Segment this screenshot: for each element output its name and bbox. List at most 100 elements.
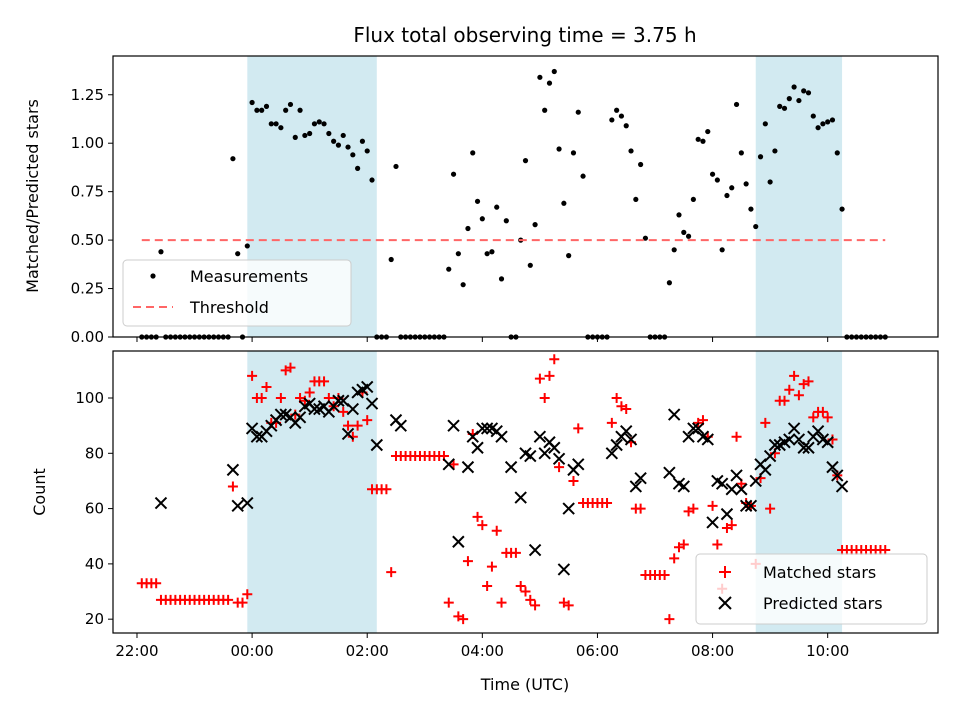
matched-star-point xyxy=(362,415,373,426)
predicted-star-point xyxy=(370,438,384,452)
y-tick-label: 0.75 xyxy=(71,183,104,201)
measurement-point xyxy=(307,130,313,137)
matched-star-point xyxy=(549,354,560,365)
predicted-star-point xyxy=(811,424,825,438)
matched-star-point xyxy=(491,525,502,536)
matched-star-point xyxy=(247,370,258,381)
predicted-star-point xyxy=(759,463,772,477)
measurement-point xyxy=(820,121,826,127)
measurement-point xyxy=(287,101,294,108)
measurement-point xyxy=(283,107,289,113)
predicted-star-point xyxy=(514,491,527,504)
measurement-point xyxy=(446,266,452,272)
measurement-point xyxy=(628,148,634,154)
ratio-y-axis-label: Matched/Predicted stars xyxy=(23,99,42,293)
matched-star-point xyxy=(275,393,286,403)
measurement-point xyxy=(743,181,749,187)
measurement-point xyxy=(345,144,351,150)
predicted-star-point xyxy=(504,460,518,474)
measurement-point xyxy=(522,158,529,164)
predicted-star-point xyxy=(826,460,839,474)
predicted-star-point xyxy=(154,496,168,510)
matched-star-point xyxy=(285,362,296,373)
measurement-point xyxy=(335,142,342,148)
measurement-point xyxy=(719,247,725,253)
legend-predicted-label: Predicted stars xyxy=(763,594,883,613)
measurement-point xyxy=(158,249,164,255)
predicted-star-point xyxy=(835,480,849,493)
measurement-point xyxy=(638,161,644,168)
predicted-star-point xyxy=(495,430,508,443)
measurement-point xyxy=(580,173,586,179)
predicted-star-point xyxy=(691,422,705,435)
chart-title: Flux total observing time = 3.75 h xyxy=(353,23,696,47)
predicted-star-point xyxy=(346,402,360,416)
measurement-point xyxy=(566,253,572,259)
measurement-point xyxy=(235,251,241,257)
shaded-region xyxy=(247,351,377,633)
predicted-star-point xyxy=(524,449,537,463)
matched-star-point xyxy=(520,586,531,597)
matched-star-point xyxy=(530,600,541,611)
predicted-star-point xyxy=(471,441,484,454)
measurement-point xyxy=(326,130,332,137)
matched-star-point xyxy=(669,553,680,564)
predicted-star-point xyxy=(749,474,762,488)
matched-star-point xyxy=(443,597,454,608)
matched-star-point xyxy=(386,567,397,578)
predicted-star-point xyxy=(442,458,455,471)
measurement-point xyxy=(249,99,255,106)
predicted-star-point xyxy=(308,402,321,416)
ratio-panel-axes: 0.00 0.25 0.50 0.75 1.00 1.25 xyxy=(71,86,829,346)
measurement-point xyxy=(575,109,581,115)
matched-star-point xyxy=(539,393,550,403)
legend-predicted-marker xyxy=(718,596,732,610)
predicted-star-point xyxy=(663,466,676,479)
measurement-point xyxy=(724,192,730,199)
measurement-point xyxy=(618,113,625,119)
matched-star-point xyxy=(462,556,473,567)
predicted-star-point xyxy=(552,452,566,466)
matched-star-point xyxy=(563,600,574,611)
predicted-star-point xyxy=(634,471,647,485)
legend-measurements-marker xyxy=(150,273,156,279)
predicted-star-point xyxy=(787,422,801,435)
x-tick-label: 22:00 xyxy=(115,642,158,660)
measurement-point xyxy=(633,196,639,203)
legend-measurements-label: Measurements xyxy=(190,267,308,286)
predicted-star-point xyxy=(720,507,734,521)
measurement-point xyxy=(494,204,500,210)
measurement-point xyxy=(614,107,620,113)
matched-star-point xyxy=(486,561,497,572)
measurement-point xyxy=(801,88,807,94)
measurement-point xyxy=(465,225,471,232)
matched-star-point xyxy=(606,417,617,428)
count-legend: Matched stars Predicted stars xyxy=(695,553,928,625)
predicted-star-point xyxy=(341,427,355,441)
y-tick-label: 80 xyxy=(85,444,104,462)
measurement-point xyxy=(839,206,845,212)
matched-star-point xyxy=(678,539,689,550)
measurement-point xyxy=(542,107,548,113)
measurement-point xyxy=(729,185,735,191)
matched-star-point xyxy=(223,594,234,605)
count-y-axis-label: Count xyxy=(30,468,49,516)
legend-matched-label: Matched stars xyxy=(763,563,876,582)
matched-star-point xyxy=(822,412,833,423)
measurement-point xyxy=(537,74,543,80)
legend-matched-marker xyxy=(719,566,731,578)
measurement-point xyxy=(292,134,298,140)
measurement-point xyxy=(355,165,361,171)
matched-star-point xyxy=(304,387,315,398)
measurement-point xyxy=(690,196,696,203)
measurement-point xyxy=(709,171,716,177)
matched-star-point xyxy=(621,404,632,415)
predicted-star-point xyxy=(274,408,288,421)
measurement-point xyxy=(748,206,754,212)
measurement-point xyxy=(829,117,836,123)
ratio-panel: 0.00 0.25 0.50 0.75 1.00 1.25 Flux total obse… xyxy=(23,23,939,346)
measurement-point xyxy=(767,179,773,185)
y-tick-label: 1.25 xyxy=(71,86,104,104)
matched-star-point xyxy=(573,423,584,434)
predicted-star-point xyxy=(706,516,719,529)
